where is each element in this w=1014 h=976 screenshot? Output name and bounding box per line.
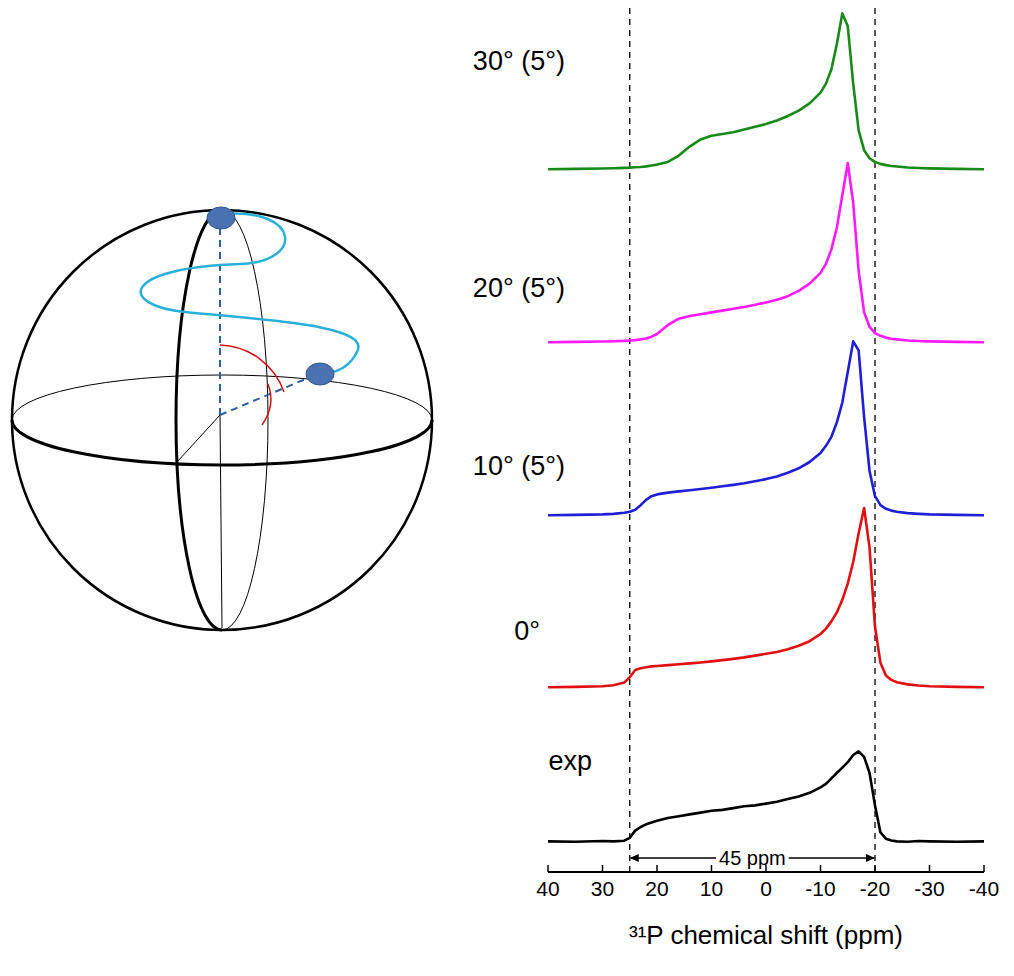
tick-label: 0 — [760, 877, 772, 900]
tick-label: -30 — [914, 877, 944, 900]
angle-arc — [220, 345, 284, 392]
tick-mark — [874, 865, 876, 872]
tick-label: 40 — [536, 877, 559, 900]
reference-line — [629, 8, 630, 872]
series-label: 0° — [514, 616, 540, 646]
angle-arc — [262, 384, 271, 425]
sphere-outline — [12, 210, 432, 630]
equator-front — [12, 420, 432, 465]
series-label: exp — [548, 746, 592, 776]
tick-label: 30 — [591, 877, 614, 900]
spectrum-line — [548, 163, 984, 342]
helix — [141, 214, 359, 373]
meridian-front — [176, 210, 222, 630]
reference-line — [874, 8, 875, 872]
tick-label: 10 — [700, 877, 723, 900]
spectrum-line — [548, 341, 984, 515]
tick-label: -10 — [805, 877, 835, 900]
figure: 45 ppm 30° (5°) 20° (5°) 10° (5°) 0° exp 40 30 2… — [0, 0, 1014, 976]
tick-mark — [602, 865, 604, 872]
axis-line — [220, 415, 222, 628]
annotations — [630, 8, 875, 872]
vector-dashed — [220, 378, 308, 415]
spectrum-line — [548, 751, 984, 841]
arrowhead — [630, 854, 639, 862]
annotation-label: 45 ppm — [719, 847, 786, 869]
spectrum-line — [548, 508, 984, 687]
tick-mark — [656, 865, 658, 872]
x-axis: 40 30 20 10 0 -10 -20 -30 -40 ³¹P chemical shift … — [536, 865, 999, 950]
series-label: 30° (5°) — [473, 46, 565, 76]
tick-label: 20 — [645, 877, 668, 900]
spectrum-line — [548, 13, 984, 169]
meridian — [176, 210, 268, 630]
arrowhead — [866, 854, 875, 862]
plot-area — [548, 13, 984, 841]
axis-title: ³¹P chemical shift (ppm) — [629, 920, 903, 950]
ball — [306, 363, 334, 385]
tick-label: -40 — [969, 877, 999, 900]
tick-mark — [547, 865, 549, 872]
vector-dashed — [219, 228, 221, 415]
labels: 45 ppm 30° (5°) 20° (5°) 10° (5°) 0° exp — [473, 46, 789, 869]
tick-mark — [711, 865, 713, 872]
tick-mark — [765, 865, 767, 872]
tick-label: -20 — [860, 877, 890, 900]
series-label: 20° (5°) — [473, 273, 565, 303]
sphere-diagram — [12, 207, 432, 630]
series-label: 10° (5°) — [473, 451, 565, 481]
tick-mark — [983, 865, 985, 872]
label-background — [716, 847, 789, 869]
ball — [207, 207, 235, 229]
equator — [12, 375, 432, 465]
axis-line — [177, 415, 220, 462]
tick-mark — [820, 865, 822, 872]
tick-mark — [929, 865, 931, 872]
